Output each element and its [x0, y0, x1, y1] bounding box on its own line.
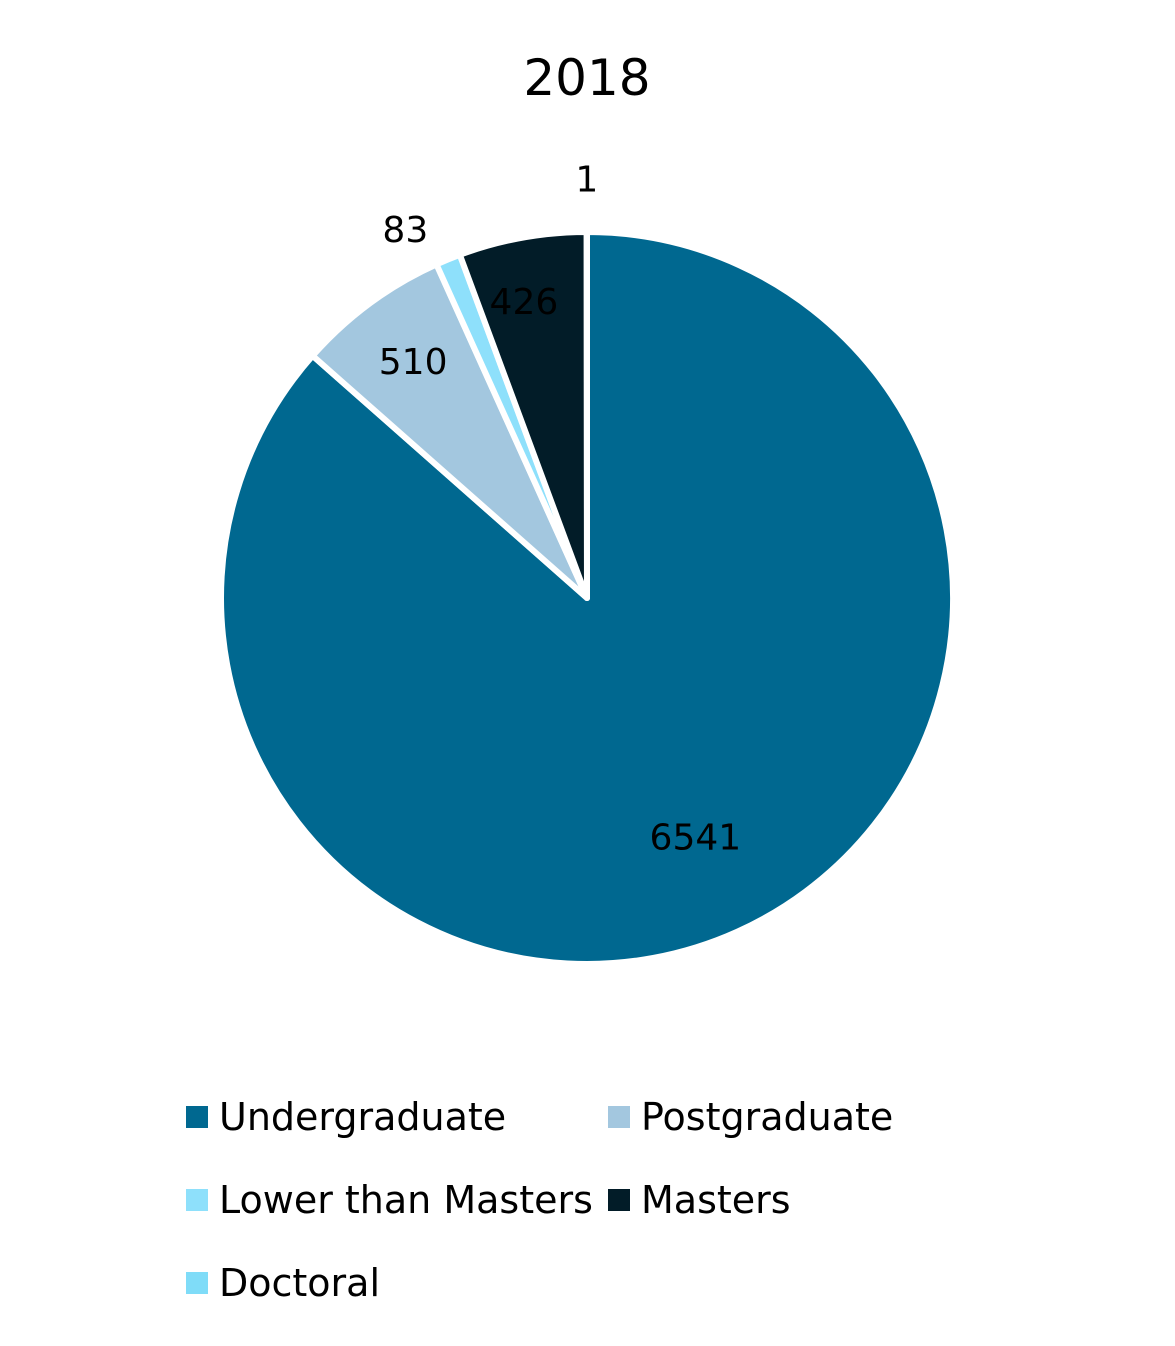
pie-slice-postgraduate — [309, 261, 590, 601]
legend-label-masters: Masters — [641, 1178, 791, 1222]
data-label-doctoral: 1 — [575, 160, 598, 201]
legend: Undergraduate Postgraduate Lower than Mast… — [186, 1095, 893, 1305]
legend-swatch-undergraduate — [186, 1106, 208, 1128]
chart-title: 2018 — [523, 49, 650, 107]
data-label-undergraduate: 6541 — [650, 818, 742, 859]
legend-item-masters: Masters — [608, 1178, 791, 1222]
data-labels: 6541 510 83 426 1 — [379, 160, 741, 859]
data-label-masters: 426 — [490, 282, 559, 323]
legend-item-undergraduate: Undergraduate — [186, 1095, 506, 1139]
legend-label-doctoral: Doctoral — [219, 1261, 380, 1305]
data-label-postgraduate: 510 — [379, 342, 448, 383]
legend-swatch-postgraduate — [608, 1106, 630, 1128]
legend-item-postgraduate: Postgraduate — [608, 1095, 893, 1139]
legend-swatch-lower-than-masters — [186, 1189, 208, 1211]
legend-item-doctoral: Doctoral — [186, 1261, 380, 1305]
legend-label-postgraduate: Postgraduate — [641, 1095, 893, 1139]
data-label-lower-than-masters: 83 — [382, 210, 428, 251]
legend-label-lower-than-masters: Lower than Masters — [219, 1178, 593, 1222]
legend-item-lower-than-masters: Lower than Masters — [186, 1178, 593, 1222]
legend-swatch-masters — [608, 1189, 630, 1211]
legend-label-undergraduate: Undergraduate — [219, 1095, 506, 1139]
pie-slices — [218, 228, 956, 967]
legend-swatch-doctoral — [186, 1272, 208, 1294]
